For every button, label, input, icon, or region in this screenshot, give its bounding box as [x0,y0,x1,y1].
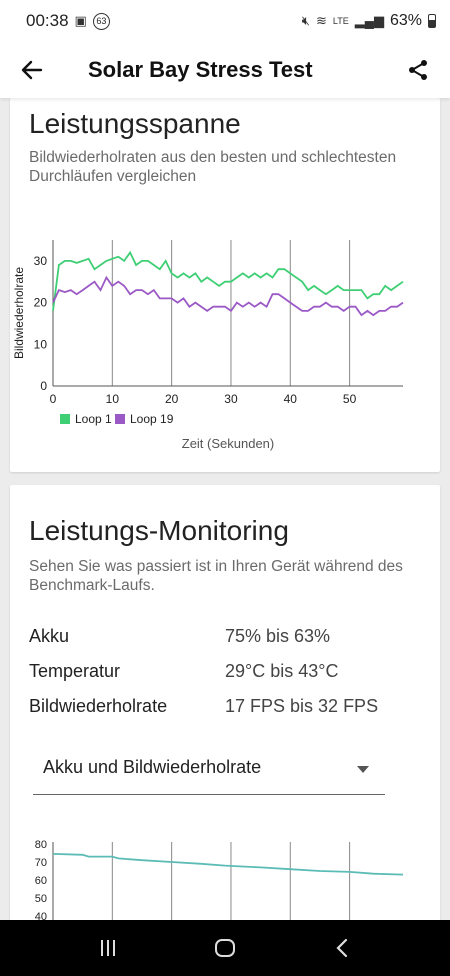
framerate-label: Bildwiederholrate [29,696,168,716]
monitoring-card-title: Leistungs-Monitoring [29,515,289,546]
battery-value: 75% bis 63% [225,626,331,646]
monitoring-card-subtitle: Sehen Sie was passiert ist in Ihren Gerä… [29,558,403,594]
page-title: Solar Bay Stress Test [88,57,313,82]
battery-row: Akku 75% bis 63% [29,626,429,650]
framerate-row: Bildwiederholrate 17 FPS bis 32 FPS [29,696,429,720]
home-button[interactable] [195,923,255,973]
series-line [52,250,404,312]
recent-apps-icon [101,940,116,956]
status-bar: 00:38 ▣ 63 🔇︎ ≋ LTE ▂▄▆ 63% [0,0,450,42]
wifi-icon: ≋ [316,13,327,28]
battery-series-line [52,853,404,876]
arrow-left-icon [21,60,43,80]
x-tick-label: 0 [50,392,57,406]
share-icon [409,60,427,80]
chart-type-dropdown[interactable]: Akku und Bildwiederholrate [33,747,385,795]
battery-icon [428,14,436,28]
x-axis-label: Zeit (Sekunden) [182,436,275,451]
temperature-value: 29°C bis 43°C [225,661,339,681]
x-tick-label: 30 [224,392,238,406]
legend-label: Loop 19 [130,412,174,426]
chevron-down-icon [357,766,369,773]
battery-percent: 63% [389,12,422,29]
back-button[interactable] [0,42,64,98]
back-nav-button[interactable] [312,923,372,973]
performance-range-card: Leistungsspanne Bildwiederholraten aus d… [10,98,440,472]
chevron-left-icon [336,938,347,958]
legend-swatch [60,414,70,424]
temperature-row: Temperatur 29°C bis 43°C [29,661,429,685]
y-tick-label: 70 [35,857,47,869]
x-tick-label: 40 [284,392,298,406]
performance-monitoring-card: Leistungs-Monitoring Sehen Sie was passi… [10,485,440,925]
y-tick-label: 30 [34,254,48,268]
framerate-value: 17 FPS bis 32 FPS [225,696,379,716]
fps-comparison-chart: 0 10 20 30 40 50 0 10 20 30 Bildwiederholrate Loop … [12,240,404,451]
signal-icon: ▂▄▆ [354,13,384,28]
notification-count-badge: 63 [92,12,110,30]
temperature-label: Temperatur [29,661,121,681]
y-tick-label: 60 [35,875,47,887]
gallery-notification-icon: ▣ [74,13,87,28]
legend-label: Loop 1 [75,412,112,426]
dropdown-selected-value: Akku und Bildwiederholrate [43,757,262,777]
x-tick-label: 20 [165,392,179,406]
legend-swatch [115,414,125,424]
range-card-title: Leistungsspanne [29,108,241,139]
x-tick-label: 10 [106,392,120,406]
battery-label: Akku [29,626,70,646]
y-tick-label: 80 [35,839,47,851]
app-bar: Solar Bay Stress Test [0,42,450,98]
recent-apps-button[interactable] [78,923,138,973]
home-icon [214,939,235,957]
y-axis-label: Bildwiederholrate [12,267,26,359]
y-tick-label: 0 [40,379,47,393]
mute-icon: 🔇︎ [301,13,310,28]
y-tick-label: 10 [34,337,48,351]
system-navigation-bar [0,920,450,976]
x-tick-label: 50 [343,392,357,406]
range-card-subtitle: Bildwiederholraten aus den besten und sc… [29,149,397,185]
share-button[interactable] [398,50,438,90]
y-tick-label: 50 [35,893,47,905]
y-tick-label: 20 [34,296,48,310]
volte-icon: LTE [332,15,349,26]
status-time: 00:38 [26,11,69,30]
series-line [52,275,404,317]
